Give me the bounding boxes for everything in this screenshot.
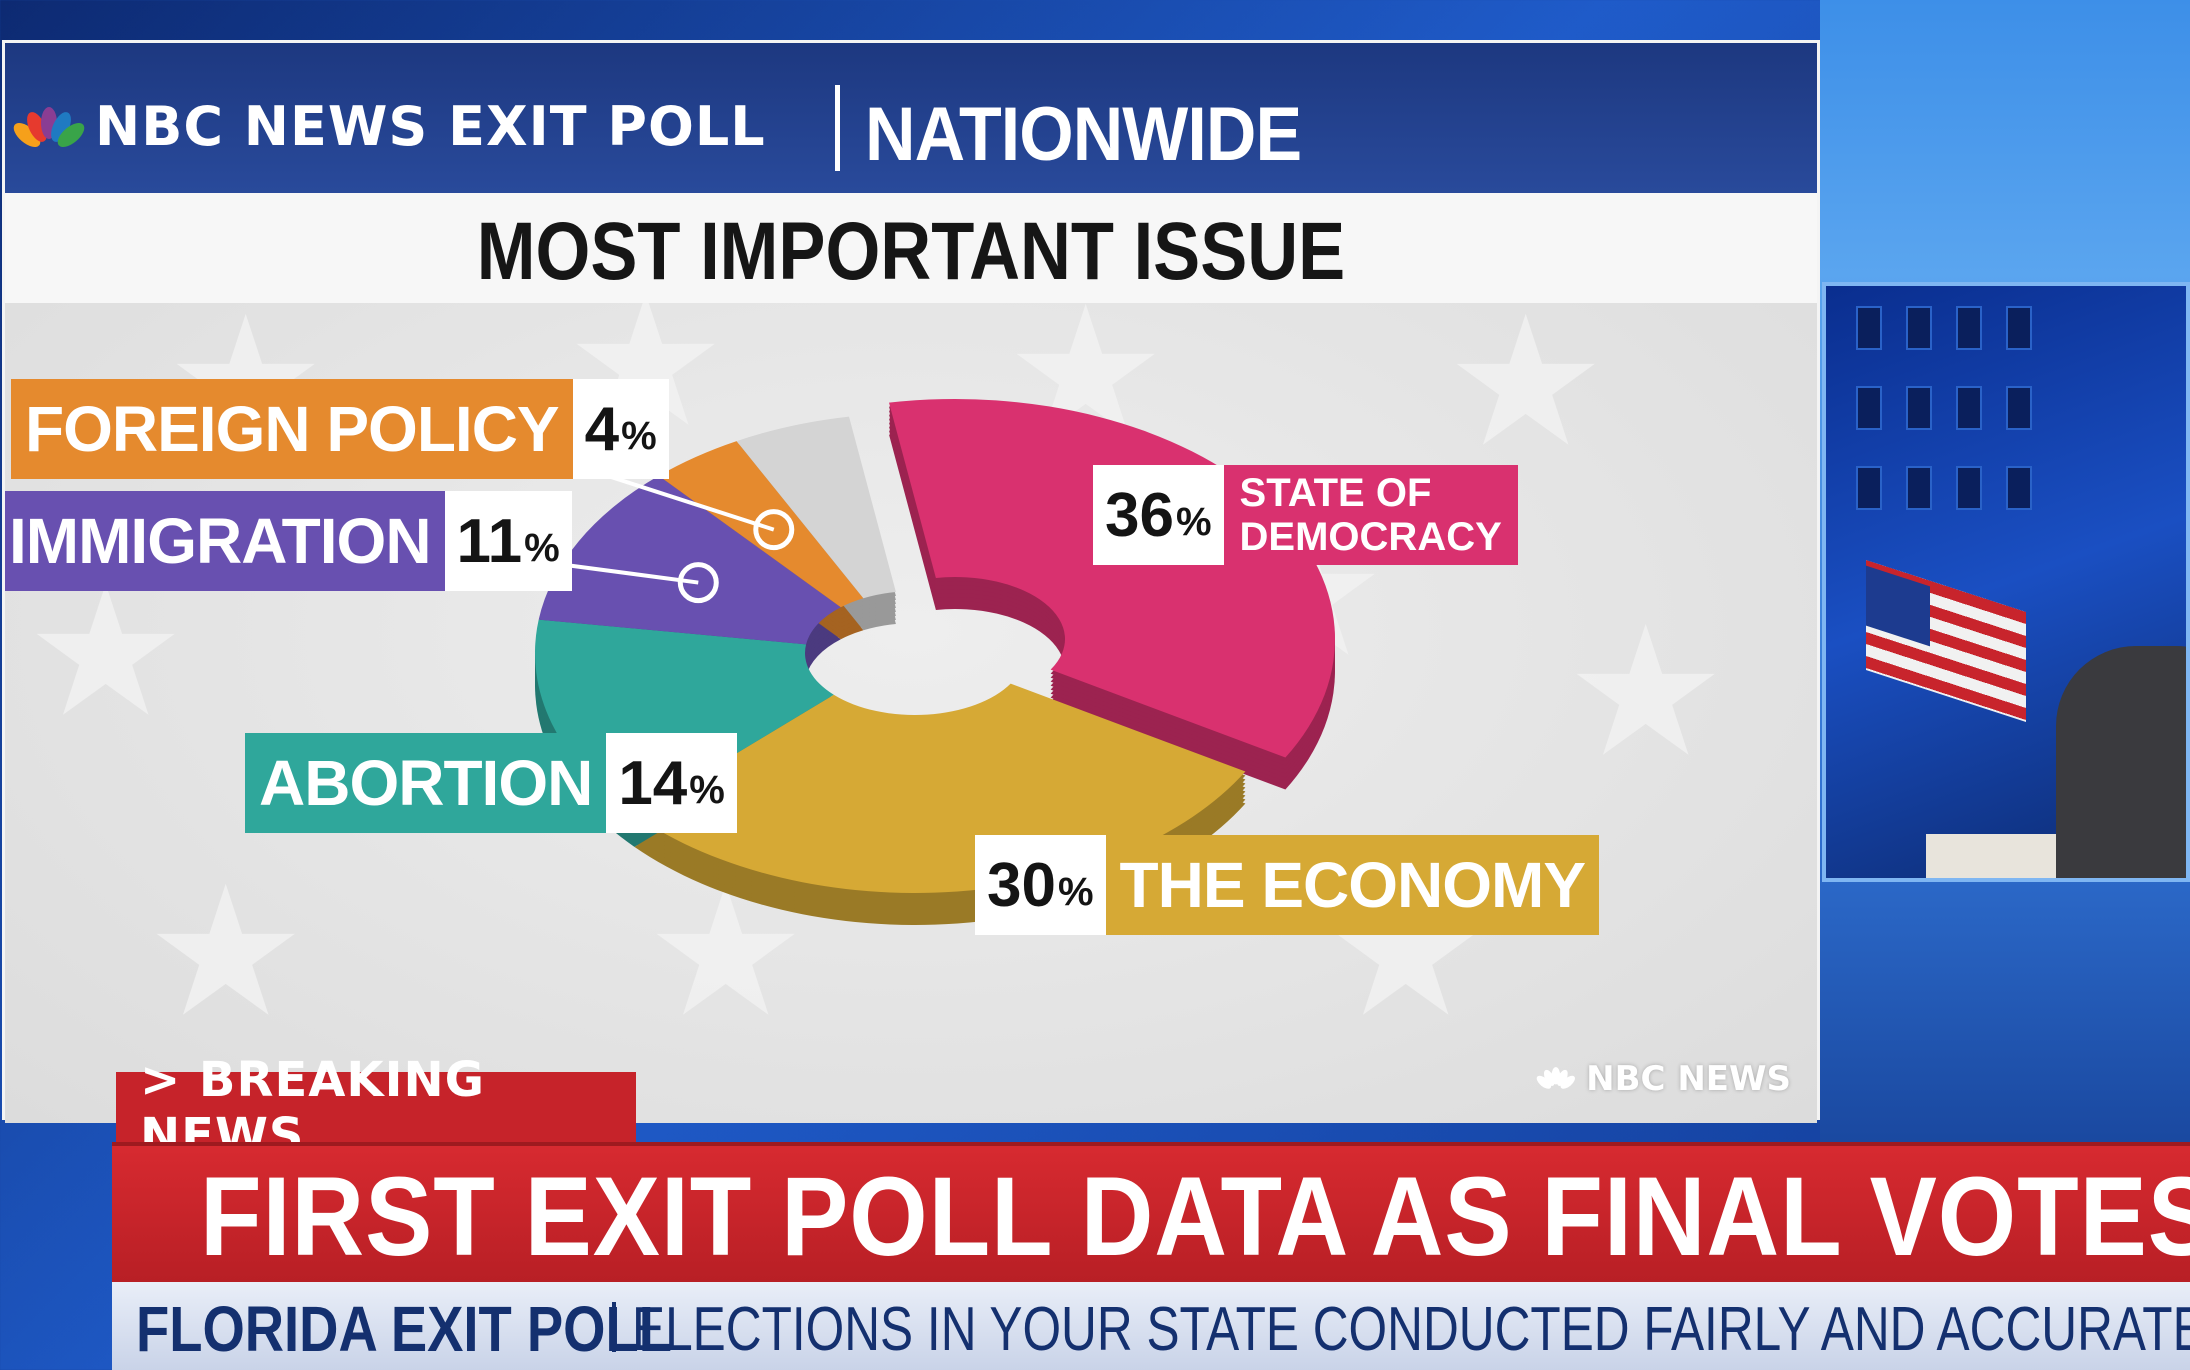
pie-slice-immigration	[538, 475, 841, 645]
pie-slice-other	[736, 416, 896, 599]
chart-title-bar: MOST IMPORTANT ISSUE	[5, 193, 1817, 303]
ticker-bar: FLORIDA EXIT POLL ELECTIONS IN YOUR STAT…	[112, 1282, 2190, 1370]
breaking-news-tag: > BREAKING NEWS	[116, 1052, 636, 1164]
category-label-abortion: ABORTION	[245, 733, 607, 833]
data-label-immigration: 11%	[444, 491, 572, 591]
nbc-peacock-icon	[13, 107, 85, 147]
header-region: NATIONWIDE	[865, 92, 1302, 177]
callout-immigration: IMMIGRATION 11%	[5, 491, 572, 591]
nbc-news-watermark: NBC NEWS	[1536, 1059, 1791, 1099]
exit-poll-graphic: NBC NEWS EXIT POLL NATIONWIDE MOST IMPOR…	[2, 40, 1820, 1123]
headline-bar: FIRST EXIT POLL DATA AS FINAL VOTES CAST	[112, 1142, 2190, 1282]
chart-area: ★ ★ ★ ★ ★ ★ ★ ★ ★ ★ 36% STATE OFDEMOCRAC…	[5, 303, 1817, 1123]
ticker-separator	[612, 1302, 616, 1352]
callout-the-economy: 30% THE ECONOMY	[975, 835, 1600, 935]
graphic-header: NBC NEWS EXIT POLL NATIONWIDE	[5, 43, 1817, 193]
data-label-state-of-democracy: 36%	[1093, 465, 1224, 565]
callout-abortion: ABORTION 14%	[245, 733, 737, 833]
leader-dot-3	[677, 562, 719, 604]
callout-state-of-democracy: 36% STATE OF DEMOCRACY	[1093, 465, 1518, 565]
chart-title: MOST IMPORTANT ISSUE	[476, 206, 1346, 297]
category-label-state-of-democracy: STATE OF DEMOCRACY	[1223, 465, 1518, 565]
category-label-the-economy: THE ECONOMY	[1105, 835, 1600, 935]
nbc-peacock-small-icon	[1536, 1067, 1576, 1089]
leader-dot-4	[753, 509, 795, 551]
anchor-person	[2056, 646, 2186, 878]
data-label-the-economy: 30%	[975, 835, 1106, 935]
headline-text: FIRST EXIT POLL DATA AS FINAL VOTES CAST	[200, 1154, 2190, 1279]
header-divider	[835, 85, 840, 171]
header-brand: NBC NEWS EXIT POLL	[95, 95, 766, 158]
ticker-text: ELECTIONS IN YOUR STATE CONDUCTED FAIRLY…	[632, 1295, 2190, 1364]
studio-video-inset	[1822, 282, 2190, 882]
category-label-foreign-policy: FOREIGN POLICY	[11, 379, 573, 479]
data-label-abortion: 14%	[606, 733, 737, 833]
data-label-foreign-policy: 4%	[572, 379, 669, 479]
category-label-immigration: IMMIGRATION	[5, 491, 445, 591]
ticker-label: FLORIDA EXIT POLL	[136, 1293, 672, 1365]
callout-foreign-policy: FOREIGN POLICY 4%	[11, 379, 669, 479]
